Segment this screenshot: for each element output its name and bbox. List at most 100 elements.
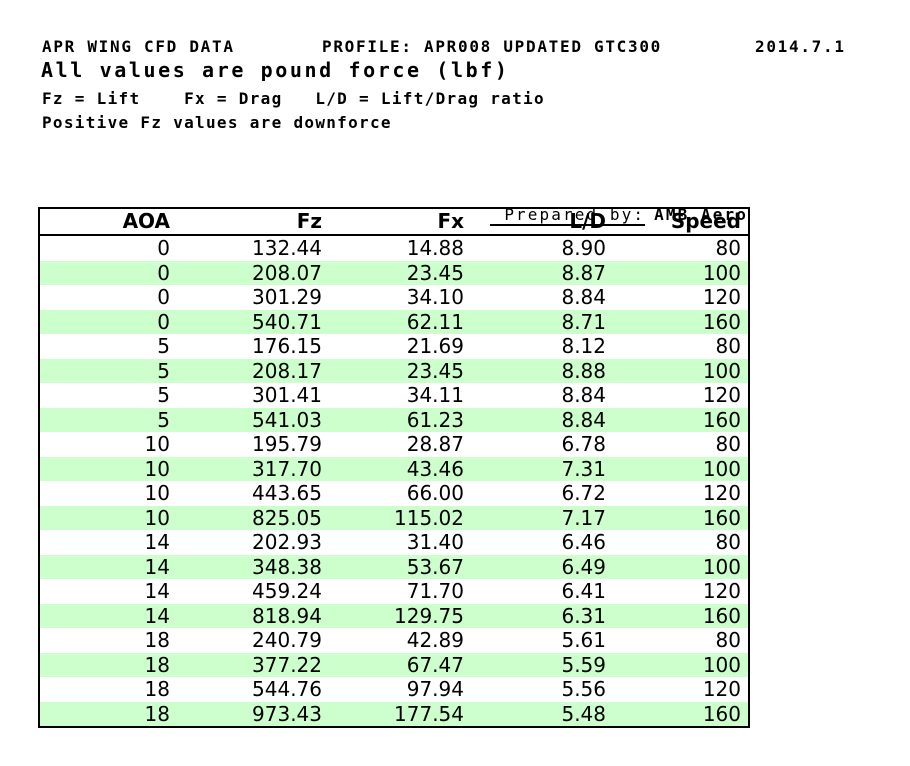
doc-date: 2014.7.1 — [755, 37, 846, 56]
cell-aoa: 18 — [144, 628, 170, 653]
cell-fz: 301.29 — [252, 285, 322, 310]
cell-fx: 43.46 — [406, 456, 464, 481]
cell-aoa: 5 — [157, 334, 170, 359]
table-row: 0 540.71 62.11 8.71 160 — [39, 309, 749, 334]
table-row: 14 202.93 31.40 6.46 80 — [39, 530, 749, 555]
table-row: 14 459.24 71.70 6.41 120 — [39, 579, 749, 604]
cell-fx: 14.88 — [406, 236, 464, 261]
cell-speed: 80 — [715, 334, 741, 359]
cell-fx: 21.69 — [406, 334, 464, 359]
cell-ld: 6.31 — [561, 603, 606, 628]
table-header-row: AOA Fz Fx L/D Speed — [39, 208, 749, 236]
cell-aoa: 14 — [144, 530, 170, 555]
cell-aoa: 10 — [144, 456, 170, 481]
cell-fz: 202.93 — [252, 530, 322, 555]
cell-fx: 115.02 — [394, 505, 464, 530]
table-row: 10 195.79 28.87 6.78 80 — [39, 432, 749, 457]
cfd-data-table: AOA Fz Fx L/D Speed 0 132.44 14.88 8.90 80 0 2… — [38, 207, 750, 728]
cell-fz: 818.94 — [252, 603, 322, 628]
cell-fz: 544.76 — [252, 677, 322, 702]
cell-aoa: 0 — [157, 260, 170, 285]
cell-fx: 97.94 — [406, 677, 464, 702]
cell-fx: 42.89 — [406, 628, 464, 653]
cell-speed: 80 — [715, 432, 741, 457]
cell-ld: 8.87 — [561, 260, 606, 285]
table-row: 5 176.15 21.69 8.12 80 — [39, 334, 749, 359]
cell-ld: 5.48 — [561, 701, 606, 726]
cell-fz: 195.79 — [252, 432, 322, 457]
cell-speed: 120 — [702, 677, 741, 702]
cell-speed: 100 — [702, 652, 741, 677]
cell-speed: 100 — [702, 456, 741, 481]
cell-fx: 28.87 — [406, 432, 464, 457]
table-row: 18 544.76 97.94 5.56 120 — [39, 677, 749, 702]
table-row: 10 825.05 115.02 7.17 160 — [39, 505, 749, 530]
cell-ld: 8.84 — [561, 383, 606, 408]
cell-ld: 6.78 — [561, 432, 606, 457]
cell-fx: 62.11 — [406, 309, 464, 334]
cell-fx: 23.45 — [406, 260, 464, 285]
cell-fz: 825.05 — [252, 505, 322, 530]
column-header-fz: Fz — [186, 208, 329, 236]
doc-subtitle: All values are pound force (lbf) — [41, 58, 510, 82]
cell-aoa: 14 — [144, 579, 170, 604]
cell-fz: 176.15 — [252, 334, 322, 359]
cell-fz: 443.65 — [252, 481, 322, 506]
cell-fz: 301.41 — [252, 383, 322, 408]
cell-fz: 208.17 — [252, 358, 322, 383]
cell-aoa: 0 — [157, 236, 170, 261]
cell-ld: 8.84 — [561, 407, 606, 432]
cell-speed: 100 — [702, 260, 741, 285]
table-row: 14 818.94 129.75 6.31 160 — [39, 603, 749, 628]
cell-fx: 177.54 — [394, 701, 464, 726]
cell-ld: 7.17 — [561, 505, 606, 530]
cell-ld: 6.41 — [561, 579, 606, 604]
cell-fz: 240.79 — [252, 628, 322, 653]
doc-note: Positive Fz values are downforce — [42, 113, 392, 132]
cell-fx: 61.23 — [406, 407, 464, 432]
cell-fx: 31.40 — [406, 530, 464, 555]
column-header-speed: Speed — [613, 208, 749, 236]
table-row: 18 377.22 67.47 5.59 100 — [39, 652, 749, 677]
cell-speed: 160 — [702, 505, 741, 530]
doc-legend: Fz = Lift Fx = Drag L/D = Lift/Drag rati… — [42, 89, 545, 108]
cell-ld: 8.12 — [561, 334, 606, 359]
cell-aoa: 10 — [144, 505, 170, 530]
cell-speed: 120 — [702, 481, 741, 506]
column-header-aoa: AOA — [39, 208, 186, 236]
cell-fz: 973.43 — [252, 701, 322, 726]
cell-fz: 459.24 — [252, 579, 322, 604]
table-row: 5 208.17 23.45 8.88 100 — [39, 358, 749, 383]
cell-ld: 6.46 — [561, 530, 606, 555]
cell-ld: 8.88 — [561, 358, 606, 383]
cell-fx: 67.47 — [406, 652, 464, 677]
cell-aoa: 14 — [144, 603, 170, 628]
cell-speed: 80 — [715, 236, 741, 261]
cell-aoa: 5 — [157, 407, 170, 432]
cell-speed: 80 — [715, 530, 741, 555]
doc-title: APR WING CFD DATA — [42, 37, 235, 56]
cell-fz: 132.44 — [252, 236, 322, 261]
cell-aoa: 5 — [157, 383, 170, 408]
cell-speed: 160 — [702, 603, 741, 628]
table-row: 18 240.79 42.89 5.61 80 — [39, 628, 749, 653]
cell-fx: 66.00 — [406, 481, 464, 506]
cell-fx: 71.70 — [406, 579, 464, 604]
cell-speed: 160 — [702, 701, 741, 726]
table-row: 14 348.38 53.67 6.49 100 — [39, 554, 749, 579]
cell-aoa: 0 — [157, 285, 170, 310]
table-row: 18 973.43 177.54 5.48 160 — [39, 701, 749, 727]
cell-speed: 160 — [702, 309, 741, 334]
cell-ld: 7.31 — [561, 456, 606, 481]
table-row: 10 317.70 43.46 7.31 100 — [39, 456, 749, 481]
cell-fx: 53.67 — [406, 554, 464, 579]
column-header-fx: Fx — [329, 208, 471, 236]
table-row: 0 301.29 34.10 8.84 120 — [39, 285, 749, 310]
cell-ld: 6.49 — [561, 554, 606, 579]
cell-fx: 129.75 — [394, 603, 464, 628]
cell-aoa: 18 — [144, 701, 170, 726]
cell-aoa: 18 — [144, 677, 170, 702]
cell-aoa: 18 — [144, 652, 170, 677]
cell-ld: 8.84 — [561, 285, 606, 310]
cell-fz: 348.38 — [252, 554, 322, 579]
